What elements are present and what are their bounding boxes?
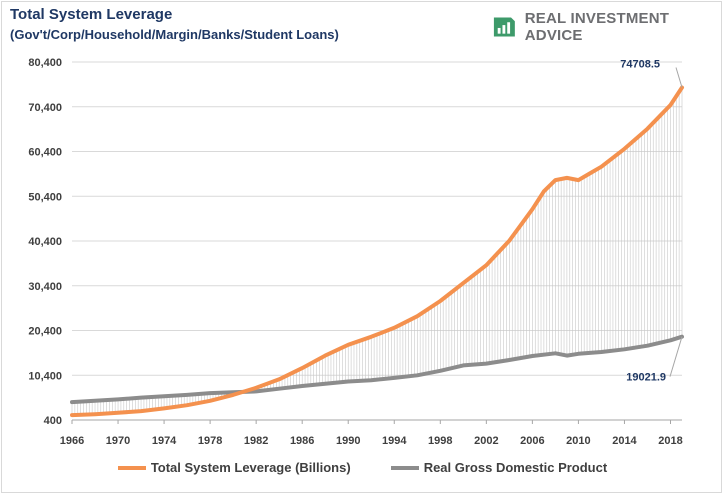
callout-leader: [675, 67, 683, 88]
x-tick-label: 2002: [474, 435, 498, 447]
line-chart: 400 10,400 20,400 30,400 40,400 50,400 60,400 7…: [28, 57, 684, 447]
x-tick-label: 1990: [336, 435, 360, 447]
x-tick-label: 2006: [520, 435, 544, 447]
y-tick-label: 40,400: [28, 236, 62, 248]
x-tick-label: 1998: [428, 435, 452, 447]
y-tick-label: 20,400: [28, 326, 62, 338]
legend-item-gdp: Real Gross Domestic Product: [390, 460, 608, 475]
chart-bars-icon: [493, 17, 515, 37]
x-tick-label: 1966: [60, 435, 84, 447]
x-tick-label: 2014: [612, 435, 637, 447]
series-line-leverage: [70, 85, 684, 418]
x-tick-label: 1994: [382, 435, 407, 447]
chart-subtitle: (Gov't/Corp/Household/Margin/Banks/Stude…: [10, 27, 339, 42]
legend-swatch-gdp: [390, 465, 419, 470]
series: [70, 85, 684, 418]
legend-item-leverage: Total System Leverage (Billions): [117, 460, 351, 475]
legend-label-leverage: Total System Leverage (Billions): [150, 460, 351, 475]
x-tick-label: 1982: [244, 435, 268, 447]
y-tick-label: 400: [44, 415, 62, 427]
chart-title: Total System Leverage: [10, 6, 173, 23]
x-tick-label: 2018: [658, 435, 682, 447]
gap-hatching: [71, 87, 683, 416]
x-tick-label: 2010: [566, 435, 590, 447]
callout-label-gdp: 19021.9: [626, 372, 666, 384]
series-line-gdp: [70, 334, 684, 405]
y-tick-label: 30,400: [28, 281, 62, 293]
x-tick-label: 1974: [152, 435, 177, 447]
y-tick-label: 60,400: [28, 147, 62, 159]
brand-name: REAL INVESTMENT ADVICE: [524, 10, 670, 44]
legend-label-gdp: Real Gross Domestic Product: [423, 460, 608, 475]
callout-leader: [669, 336, 683, 377]
annotations: 74708.5 19021.9: [620, 58, 683, 384]
y-tick-label: 80,400: [28, 57, 62, 69]
legend: Total System Leverage (Billions) Real Gr…: [2, 460, 723, 475]
y-tick-label: 50,400: [28, 191, 62, 203]
x-tick-label: 1970: [106, 435, 130, 447]
legend-swatch-leverage: [117, 465, 146, 470]
callout-label-leverage: 74708.5: [620, 58, 660, 70]
axis: 400 10,400 20,400 30,400 40,400 50,400 60,400 7…: [28, 57, 682, 447]
y-tick-label: 70,400: [28, 102, 62, 114]
brand-logo: REAL INVESTMENT ADVICE: [492, 10, 721, 44]
x-tick-label: 1986: [290, 435, 314, 447]
x-tick-label: 1978: [198, 435, 222, 447]
y-tick-label: 10,400: [28, 370, 62, 382]
